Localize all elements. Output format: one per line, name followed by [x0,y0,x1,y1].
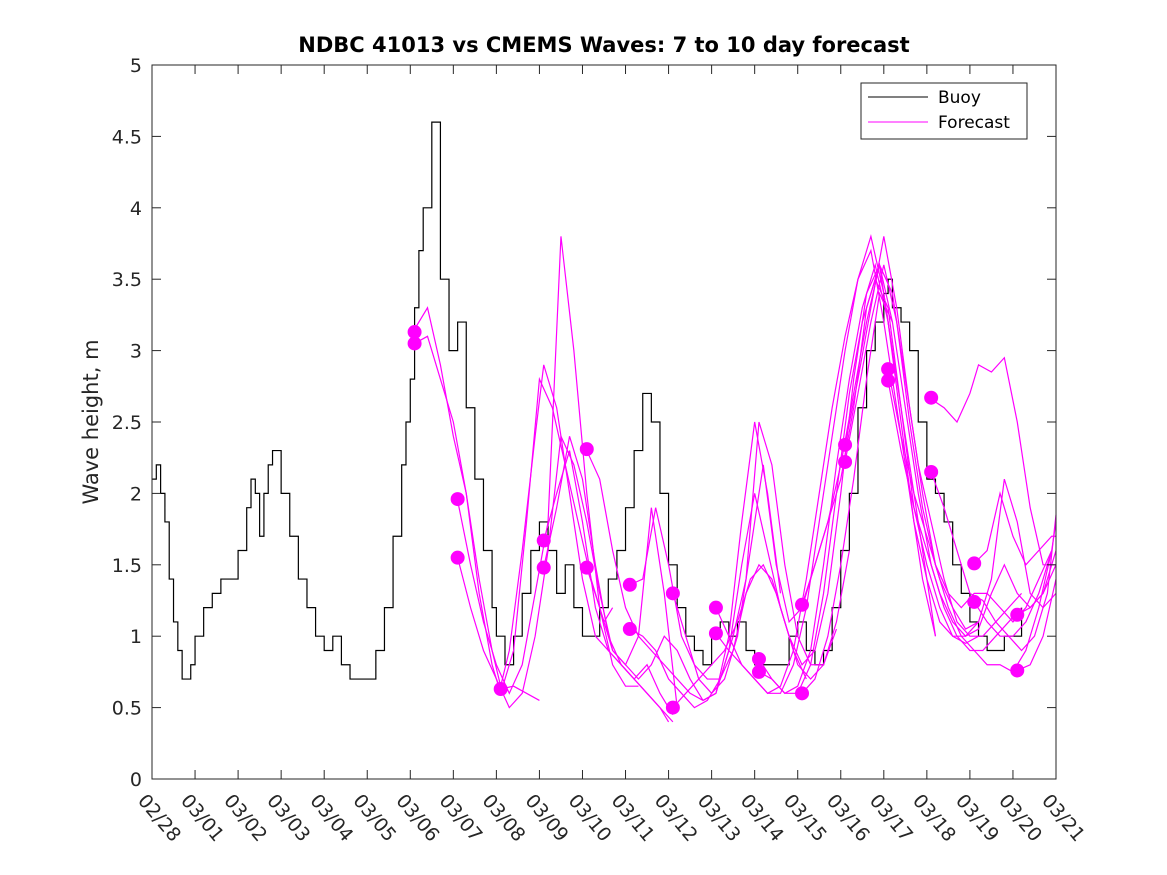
forecast-marker [579,560,594,575]
forecast-marker [924,464,939,479]
forecast-marker [924,390,939,405]
forecast-marker [795,686,810,701]
forecast-marker [536,560,551,575]
y-tick-label: 4.5 [112,126,142,148]
forecast-marker [1010,607,1025,622]
forecast-marker [407,336,422,351]
forecast-marker [622,622,637,637]
forecast-marker [665,586,680,601]
series-forecast-line [801,291,1023,694]
forecast-marker [751,664,766,679]
y-axis-label: Wave height, m [79,339,103,504]
series-forecast-line [586,493,807,702]
forecast-marker [967,594,982,609]
series-forecast-line [930,471,1057,652]
y-tick-label: 1 [130,626,142,648]
series-layer [152,121,1057,723]
series-forecast-line [629,421,838,709]
y-tick-label: 0 [130,769,142,791]
forecast-marker [579,442,594,457]
forecast-marker [1010,663,1025,678]
forecast-marker [751,652,766,667]
y-tick-label: 5 [130,55,142,77]
forecast-marker [708,600,723,615]
series-forecast-line [930,356,1056,566]
forecast-marker [708,626,723,641]
series-forecast-line [887,369,1057,630]
forecast-marker [450,492,465,507]
y-tick-label: 4 [130,198,142,220]
series-forecast-line [973,491,1056,566]
legend-box [860,82,1028,140]
forecast-marker [493,682,508,697]
series-forecast-line [414,306,614,696]
forecast-marker [881,373,896,388]
legend: Buoy Forecast [860,82,1028,140]
forecast-marker [536,533,551,548]
series-forecast-line [672,262,894,709]
series-forecast-line [586,421,782,702]
series-forecast-line [758,262,979,695]
y-tick-label: 2 [130,483,142,505]
series-forecast-line [973,521,1057,637]
series-forecast-line [1016,550,1057,616]
marker-layer [407,325,1025,715]
series-forecast-line [1017,578,1057,672]
chart-title: NDBC 41013 vs CMEMS Waves: 7 to 10 day f… [298,33,909,57]
y-tick-label: 0.5 [112,698,142,720]
forecast-marker [795,597,810,612]
series-forecast-line [543,450,674,723]
y-axis: 0 0.5 1 1.5 2 2.5 3 3.5 4 4.5 5 [112,55,1056,791]
y-tick-label: 3 [130,341,142,363]
plot-area [152,65,1056,779]
forecast-marker [622,577,637,592]
forecast-marker [838,437,853,452]
forecast-marker [838,454,853,469]
y-tick-label: 2.5 [112,412,142,434]
forecast-marker [665,700,680,715]
y-tick-label: 3.5 [112,269,142,291]
forecast-marker [450,550,465,565]
legend-label-buoy: Buoy [938,88,981,108]
legend-label-forecast: Forecast [938,113,1010,133]
forecast-marker [967,556,982,571]
series-forecast-line [457,236,639,695]
series-forecast-line [887,380,1057,637]
y-tick-label: 1.5 [112,555,142,577]
